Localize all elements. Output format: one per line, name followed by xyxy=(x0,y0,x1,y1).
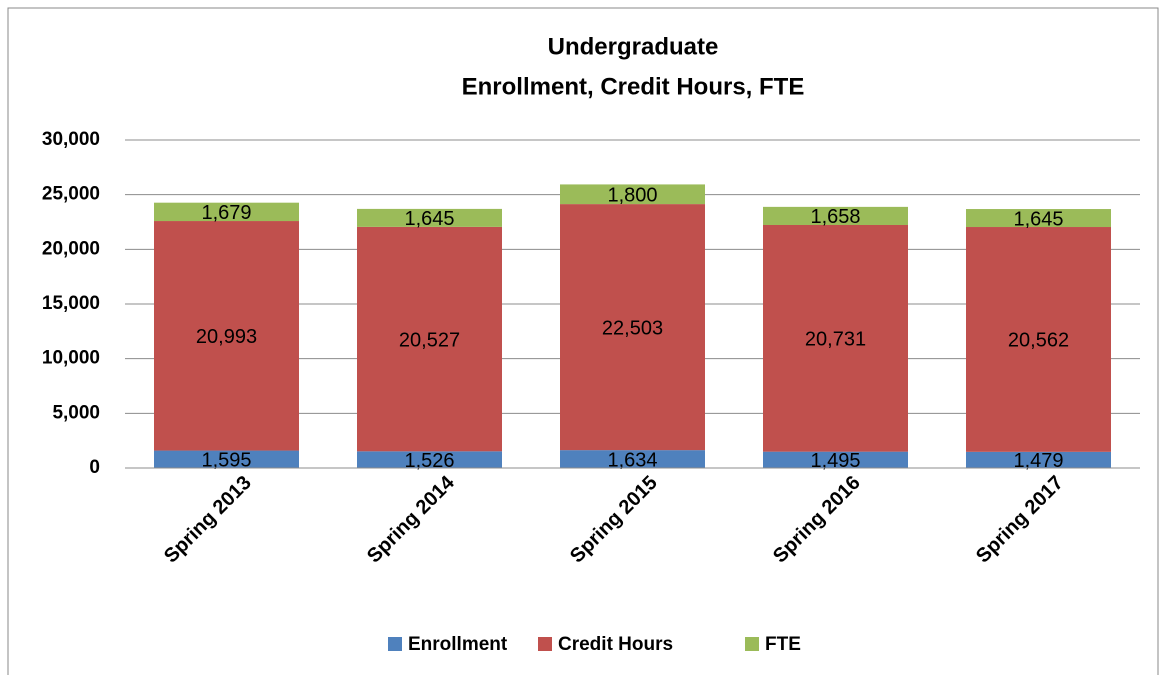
data-label: 22,503 xyxy=(602,317,663,339)
y-tick-label: 0 xyxy=(89,457,100,478)
data-label: 1,658 xyxy=(810,206,860,228)
legend-label: FTE xyxy=(765,634,801,655)
bar-segment xyxy=(966,209,1111,228)
bar-segment xyxy=(966,227,1111,452)
data-label: 20,993 xyxy=(196,326,257,348)
chart-subtitle: Enrollment, Credit Hours, FTE xyxy=(462,73,805,100)
bar-segment xyxy=(154,450,299,468)
y-tick-label: 10,000 xyxy=(42,348,100,369)
bar-segment xyxy=(763,206,908,225)
legend-swatch xyxy=(388,637,402,651)
data-label: 1,645 xyxy=(1013,208,1063,230)
chart-title: Undergraduate xyxy=(548,33,719,60)
y-tick-label: 5,000 xyxy=(52,402,100,423)
data-label: 20,731 xyxy=(805,329,866,351)
bar-segment xyxy=(560,184,705,205)
bar-segment xyxy=(560,204,705,451)
bar-segment xyxy=(966,451,1111,468)
y-tick-label: 30,000 xyxy=(42,129,100,150)
data-label: 1,679 xyxy=(201,202,251,224)
data-label: 1,645 xyxy=(404,208,454,230)
legend-swatch xyxy=(745,637,759,651)
bar-segment xyxy=(357,208,502,227)
data-label: 1,479 xyxy=(1013,450,1063,472)
data-label: 1,526 xyxy=(404,450,454,472)
data-label: 1,495 xyxy=(810,450,860,472)
y-tick-label: 20,000 xyxy=(42,238,100,259)
bar-segment xyxy=(154,221,299,451)
legend-swatch xyxy=(538,637,552,651)
bar-segment xyxy=(763,451,908,468)
y-tick-label: 25,000 xyxy=(42,184,100,205)
data-label: 20,527 xyxy=(399,329,460,351)
bar-segment xyxy=(154,202,299,222)
data-label: 1,634 xyxy=(607,449,657,471)
bar-segment xyxy=(763,224,908,452)
bar-segment xyxy=(357,226,502,452)
y-tick-label: 15,000 xyxy=(42,293,100,314)
data-label: 1,800 xyxy=(607,185,657,207)
data-label: 1,595 xyxy=(201,450,251,472)
data-label: 20,562 xyxy=(1008,330,1069,352)
legend-label: Credit Hours xyxy=(558,634,673,655)
legend-label: Enrollment xyxy=(408,634,508,655)
bar-segment xyxy=(357,451,502,468)
bar-segment xyxy=(560,450,705,468)
